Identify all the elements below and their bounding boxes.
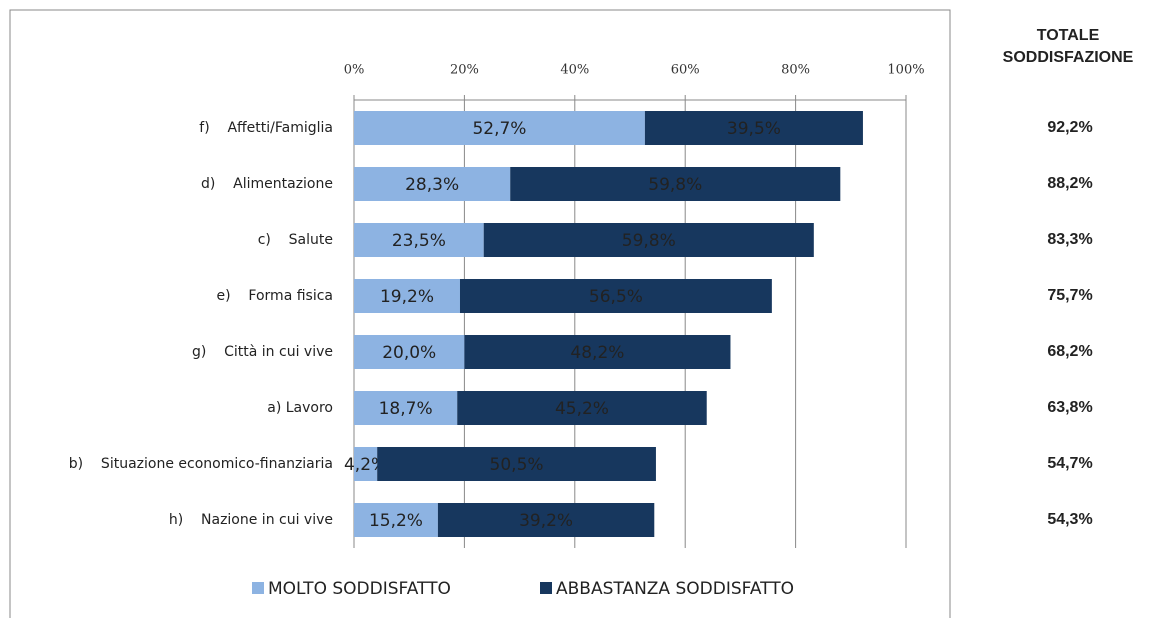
data-label: 45,2%: [555, 399, 609, 419]
total-value: 54,7%: [1047, 455, 1092, 472]
bar-segment: [354, 335, 465, 369]
bar-segment: [457, 391, 707, 425]
data-label: 23,5%: [392, 231, 446, 251]
x-tick-label: 60%: [671, 63, 700, 78]
data-label: 52,7%: [472, 119, 526, 139]
x-tick-label: 40%: [560, 63, 589, 78]
x-tick-label: 0%: [344, 63, 365, 78]
bar-segment: [644, 111, 863, 145]
totals-title: SODDISFAZIONE: [1003, 49, 1134, 66]
totals-title: TOTALE: [1037, 27, 1100, 44]
total-value: 75,7%: [1047, 287, 1092, 304]
data-label: 50,5%: [490, 455, 544, 475]
category-label: h) Nazione in cui vive: [169, 512, 333, 528]
category-label: g) Città in cui vive: [192, 344, 333, 360]
bar-segment: [437, 503, 655, 537]
data-label: 48,2%: [570, 343, 624, 363]
x-tick-label: 20%: [450, 63, 479, 78]
data-label: 28,3%: [405, 175, 459, 195]
bar-segment: [354, 391, 458, 425]
data-label: 39,5%: [727, 119, 781, 139]
bar-segment: [464, 335, 731, 369]
data-label: 56,5%: [589, 287, 643, 307]
total-value: 63,8%: [1047, 399, 1092, 416]
category-label: d) Alimentazione: [201, 176, 333, 192]
category-label: f) Affetti/Famiglia: [199, 120, 333, 136]
total-value: 88,2%: [1047, 175, 1092, 192]
data-label: 59,8%: [622, 231, 676, 251]
chart-frame: [9, 9, 951, 618]
bar-segment: [354, 111, 645, 145]
data-label: 59,8%: [648, 175, 702, 195]
bar-segment: [354, 167, 511, 201]
total-value: 83,3%: [1047, 231, 1092, 248]
x-tick-label: 80%: [781, 63, 810, 78]
data-label: 20,0%: [382, 343, 436, 363]
legend-swatch: [252, 582, 264, 594]
total-value: 92,2%: [1047, 119, 1092, 136]
x-tick-label: 100%: [887, 63, 924, 78]
bar-segment: [354, 447, 378, 481]
total-value: 68,2%: [1047, 343, 1092, 360]
category-label: b) Situazione economico-finanziaria: [69, 456, 333, 472]
bar-segment: [354, 223, 484, 257]
data-label: 4,2%: [344, 455, 387, 475]
bar-segment: [377, 447, 656, 481]
category-label: c) Salute: [258, 232, 333, 248]
total-value: 54,3%: [1047, 511, 1092, 528]
data-label: 19,2%: [380, 287, 434, 307]
legend-swatch: [540, 582, 552, 594]
category-label: a) Lavoro: [267, 400, 333, 416]
bar-segment: [483, 223, 814, 257]
category-label: e) Forma fisica: [217, 288, 333, 304]
data-label: 18,7%: [379, 399, 433, 419]
data-label: 15,2%: [369, 511, 423, 531]
legend-label: MOLTO SODDISFATTO: [268, 579, 451, 599]
bar-segment: [354, 279, 460, 313]
bar-segment: [354, 503, 438, 537]
bar-segment: [459, 279, 772, 313]
bar-segment: [510, 167, 841, 201]
legend-label: ABBASTANZA SODDISFATTO: [556, 579, 794, 599]
data-label: 39,2%: [519, 511, 573, 531]
